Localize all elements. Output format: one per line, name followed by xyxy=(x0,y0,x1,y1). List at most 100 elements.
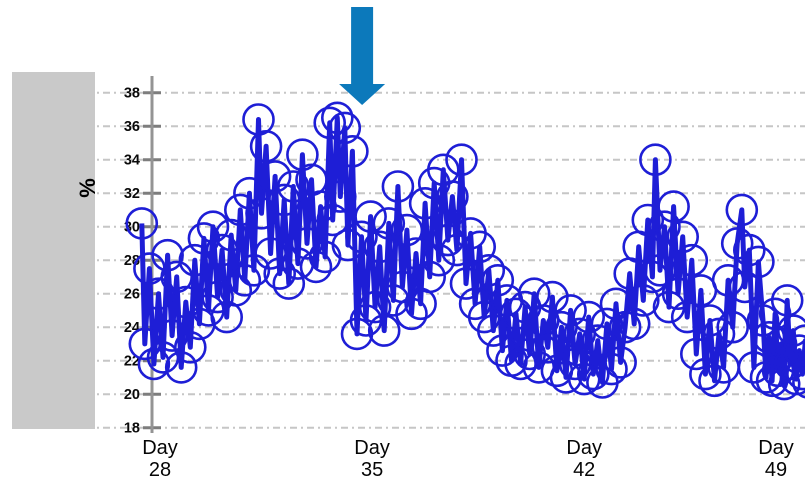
data-point xyxy=(372,207,406,240)
data-point xyxy=(689,357,722,391)
data-point xyxy=(436,180,469,213)
data-point xyxy=(233,176,266,210)
x-tick-prefix: Day xyxy=(758,437,794,459)
data-point xyxy=(286,138,319,171)
y-tick-label: 26 xyxy=(124,287,140,303)
x-tick-prefix: Day xyxy=(566,437,602,459)
data-point xyxy=(219,274,253,307)
data-point xyxy=(599,287,633,321)
data-point xyxy=(237,253,271,287)
y-tick-label: 22 xyxy=(124,354,140,370)
y-tick-label: 18 xyxy=(124,421,140,437)
data-point xyxy=(367,314,401,347)
data-point xyxy=(783,334,805,367)
data-point xyxy=(643,253,677,287)
data-point xyxy=(576,357,610,391)
data-point xyxy=(422,243,456,277)
data-point xyxy=(711,263,745,297)
data-point xyxy=(323,180,357,213)
data-point xyxy=(604,346,637,379)
data-point xyxy=(728,270,762,304)
data-point xyxy=(639,143,672,176)
data-point xyxy=(214,218,248,252)
data-point xyxy=(675,243,709,277)
data-point xyxy=(155,319,189,352)
data-point xyxy=(789,324,805,357)
data-point xyxy=(732,233,766,267)
down-arrow xyxy=(339,7,386,105)
data-point xyxy=(354,200,387,233)
data-point xyxy=(316,203,350,237)
data-point xyxy=(725,193,759,227)
data-point xyxy=(276,170,310,203)
data-point xyxy=(164,351,198,384)
data-point xyxy=(476,314,510,347)
data-point xyxy=(413,260,447,294)
data-point xyxy=(679,337,713,371)
y-tick-label: 34 xyxy=(124,153,140,169)
data-point xyxy=(395,297,428,331)
x-tick-label: Day 42 xyxy=(539,437,629,481)
down-arrow-icon xyxy=(339,7,386,105)
data-point xyxy=(345,220,378,254)
data-point xyxy=(363,230,397,264)
data-point xyxy=(648,210,681,243)
data-point xyxy=(320,101,354,135)
x-tick-label: Day 49 xyxy=(731,437,805,481)
data-point xyxy=(595,352,628,386)
data-point xyxy=(358,290,392,324)
y-tick-label: 20 xyxy=(124,387,140,403)
data-point xyxy=(581,324,615,357)
data-point xyxy=(258,160,292,193)
data-point xyxy=(472,253,506,287)
data-point xyxy=(224,193,257,227)
y-tick-label: 32 xyxy=(124,186,140,202)
data-point xyxy=(201,280,234,314)
data-point xyxy=(328,111,362,145)
data-point xyxy=(160,260,193,294)
data-point xyxy=(755,364,789,398)
x-tick-prefix: Day xyxy=(142,437,178,459)
data-point xyxy=(390,213,424,247)
data-point xyxy=(536,280,569,314)
x-tick-value: 35 xyxy=(360,459,384,481)
data-point xyxy=(249,130,283,163)
x-tick-value: 28 xyxy=(148,459,172,481)
data-point xyxy=(670,300,704,334)
data-point xyxy=(228,263,262,297)
data-point xyxy=(381,170,415,203)
data-point xyxy=(770,284,804,317)
x-tick-value: 42 xyxy=(573,459,596,481)
data-point xyxy=(792,366,805,399)
data-point xyxy=(777,314,805,347)
data-point xyxy=(445,143,478,176)
data-point xyxy=(554,294,587,327)
series-line xyxy=(139,115,805,387)
data-point xyxy=(617,307,651,341)
data-point xyxy=(299,250,333,284)
data-point xyxy=(137,347,171,381)
data-point xyxy=(187,222,221,255)
data-point xyxy=(572,300,606,334)
data-point xyxy=(313,106,347,140)
data-point xyxy=(272,267,306,300)
data-point xyxy=(196,210,230,243)
data-point xyxy=(786,357,805,391)
data-point xyxy=(773,347,805,381)
y-tick-label: 38 xyxy=(124,86,140,102)
data-point xyxy=(661,277,695,311)
data-point xyxy=(742,245,775,279)
data-point xyxy=(463,230,497,264)
data-point xyxy=(481,263,515,297)
data-point xyxy=(764,327,798,361)
data-point xyxy=(504,347,537,381)
data-point xyxy=(263,257,297,290)
data-point xyxy=(636,260,669,294)
side-panel xyxy=(12,72,95,429)
data-point xyxy=(590,307,624,341)
x-tick-value: 49 xyxy=(764,459,788,481)
y-tick-label: 36 xyxy=(124,119,140,135)
